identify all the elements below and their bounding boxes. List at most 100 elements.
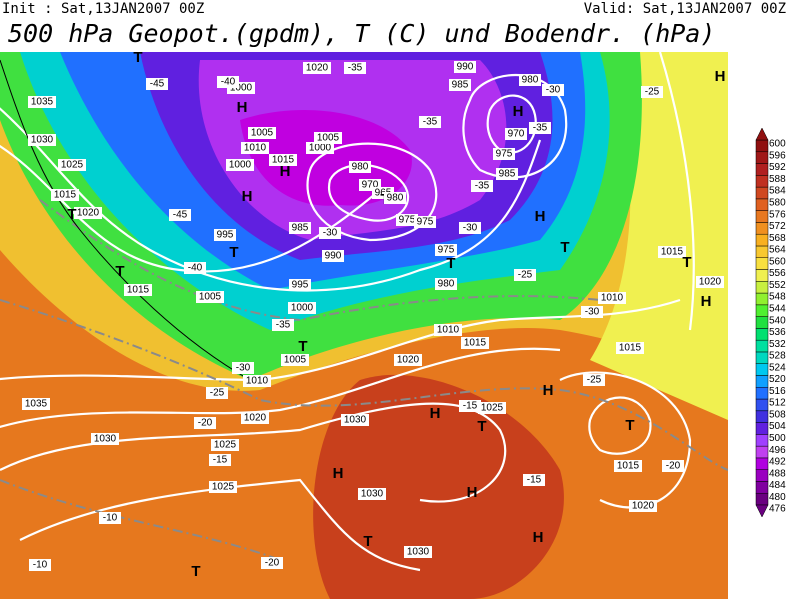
label-box [29,559,51,571]
isobar-label: 1005 [284,355,307,366]
isobar [462,74,568,179]
low-pressure-marker: T [115,263,124,280]
high-pressure-marker: H [280,163,291,180]
colorbar-label: 476 [769,504,786,515]
label-box [51,189,79,201]
colorbar-label: 600 [769,139,786,150]
label-box [261,557,283,569]
temperature-label: -25 [645,87,660,98]
isobar-label: 1015 [464,338,487,349]
label-box [288,302,316,314]
label-box [419,116,441,128]
label-box [217,76,239,88]
label-box [598,292,626,304]
label-box [184,262,206,274]
isobar [0,347,561,429]
colorbar-swatch [755,434,769,447]
colorbar-swatch [755,163,769,176]
label-box [434,324,462,336]
temperature-label: -45 [150,79,165,90]
isobar-label: 1000 [291,303,314,314]
label-box [394,354,422,366]
isobar-label: 1020 [632,501,655,512]
colorbar-label: 488 [769,468,786,479]
colorbar-swatch [755,457,769,470]
isobar-label: 1025 [214,440,237,451]
low-pressure-marker: T [446,255,455,272]
colorbar-arrow [755,127,769,141]
colorbar-label: 560 [769,256,786,267]
low-pressure-marker: T [560,239,569,256]
temperature-label: -35 [348,63,363,74]
temperature-label: -20 [265,558,280,569]
isobar-label: 1000 [309,143,332,154]
label-box [322,250,344,262]
isobar-label: 1030 [407,547,430,558]
colorbar-label: 516 [769,386,786,397]
label-box [344,62,366,74]
colorbar-label: 556 [769,268,786,279]
colorbar-label: 588 [769,174,786,185]
label-box [209,481,237,493]
colorbar-label: 596 [769,150,786,161]
colorbar-swatch [755,281,769,294]
label-box [28,134,56,146]
label-box [289,222,311,234]
label-box [289,279,311,291]
isobar-label: 1015 [617,461,640,472]
temperature-label: -45 [173,210,188,221]
colorbar-label: 576 [769,209,786,220]
isobar-label: 1015 [619,343,642,354]
isobar-label: 1015 [661,247,684,258]
isobar [19,478,421,572]
colorbar-swatch [755,175,769,188]
colorbar-swatch [755,375,769,388]
label-box [505,128,527,140]
temperature-label: -30 [463,223,478,234]
isobar-label: 1030 [94,434,117,445]
isobar-label: 985 [499,169,516,180]
isobar [0,298,681,382]
label-box [662,460,684,472]
label-box [414,216,436,228]
low-pressure-marker: T [229,244,238,261]
temperature-label: -25 [518,270,533,281]
high-pressure-marker: H [237,99,248,116]
field-lightyellow [590,52,728,420]
low-pressure-marker: T [298,338,307,355]
temperature-label: -15 [213,455,228,466]
coastline [0,59,251,381]
isobar [486,94,537,154]
isobar-label: 970 [362,180,379,191]
temperature-label: -35 [423,117,438,128]
colorbar-swatch [755,198,769,211]
colorbar-label: 508 [769,409,786,420]
colorbar-swatch [755,398,769,412]
isobar-label: 1025 [61,160,84,171]
isobar-label: 995 [292,280,309,291]
isobar-label: 975 [399,215,416,226]
high-pressure-marker: H [701,293,712,310]
colorbar-swatch [755,363,769,376]
low-pressure-marker: T [477,418,486,435]
isobar-label: 1010 [601,293,624,304]
colorbar-swatch [755,492,769,506]
temperature-label: -20 [198,418,213,429]
colorbar-label: 492 [769,457,786,468]
label-box [169,209,191,221]
temperature-label: -30 [323,228,338,239]
isobar-label: 975 [496,149,513,160]
colorbar-swatch [755,304,769,317]
label-box [303,62,331,74]
label-box [629,500,657,512]
isobar-label: 1035 [25,399,48,410]
colorbar-swatch [755,351,769,364]
high-pressure-marker: H [333,465,344,482]
isobar-label: 1020 [306,63,329,74]
isobar-label: 1030 [361,489,384,500]
label-box [281,354,309,366]
isobar-label: 1010 [437,325,460,336]
isobar-label: 1025 [212,482,235,493]
temperature-label: -40 [221,77,236,88]
colorbar-label: 524 [769,362,786,373]
